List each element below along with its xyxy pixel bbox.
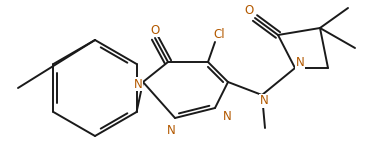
Text: Cl: Cl [213, 28, 225, 40]
Text: N: N [296, 56, 304, 70]
Text: O: O [150, 24, 160, 36]
Text: N: N [260, 94, 268, 108]
Text: N: N [222, 110, 231, 122]
Text: O: O [244, 4, 254, 16]
Text: N: N [134, 77, 142, 91]
Text: N: N [167, 123, 175, 136]
